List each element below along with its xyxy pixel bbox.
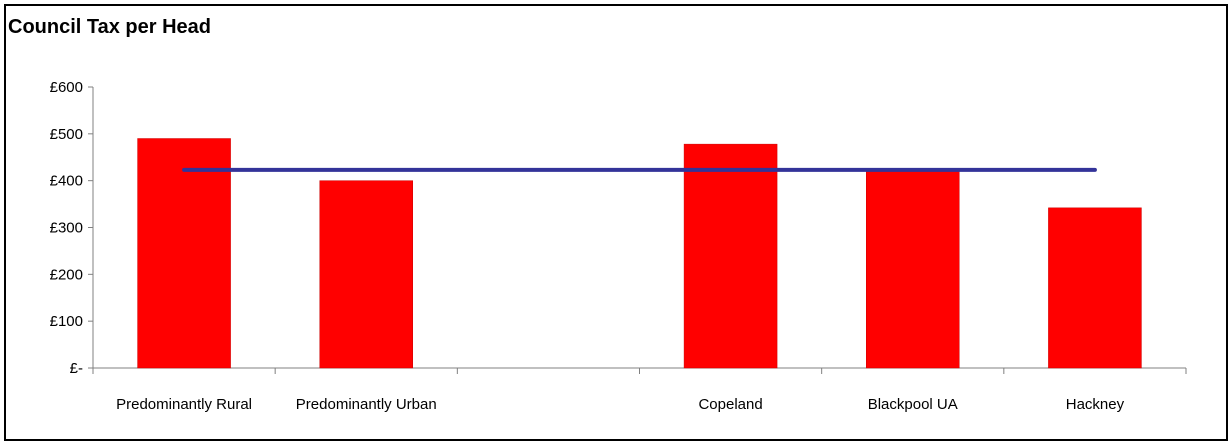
bar [137, 138, 231, 369]
category-label: Predominantly Urban [296, 396, 437, 413]
bar-series [137, 138, 1142, 369]
y-tick-label: £500 [50, 126, 83, 143]
bar [866, 168, 960, 369]
category-labels: Predominantly Rural Predominantly Urban Co… [116, 396, 1124, 413]
bar [1048, 207, 1142, 369]
category-label: Hackney [1066, 396, 1125, 413]
y-tick-label: £400 [50, 173, 83, 190]
bar [683, 143, 778, 369]
y-axis: £- £100 £200 £300 £400 £500 £600 [50, 79, 94, 377]
chart-title: Council Tax per Head [8, 16, 212, 38]
y-tick-label: £100 [50, 313, 83, 330]
category-label: Copeland [698, 396, 762, 413]
bar [319, 180, 413, 369]
category-label: Blackpool UA [868, 396, 958, 413]
category-label: Predominantly Rural [116, 396, 252, 413]
x-axis [92, 367, 1187, 374]
y-tick-label: £300 [50, 220, 83, 237]
y-tick-label: £200 [50, 266, 83, 283]
y-tick-label: £- [70, 360, 83, 377]
y-tick-label: £600 [50, 79, 83, 96]
